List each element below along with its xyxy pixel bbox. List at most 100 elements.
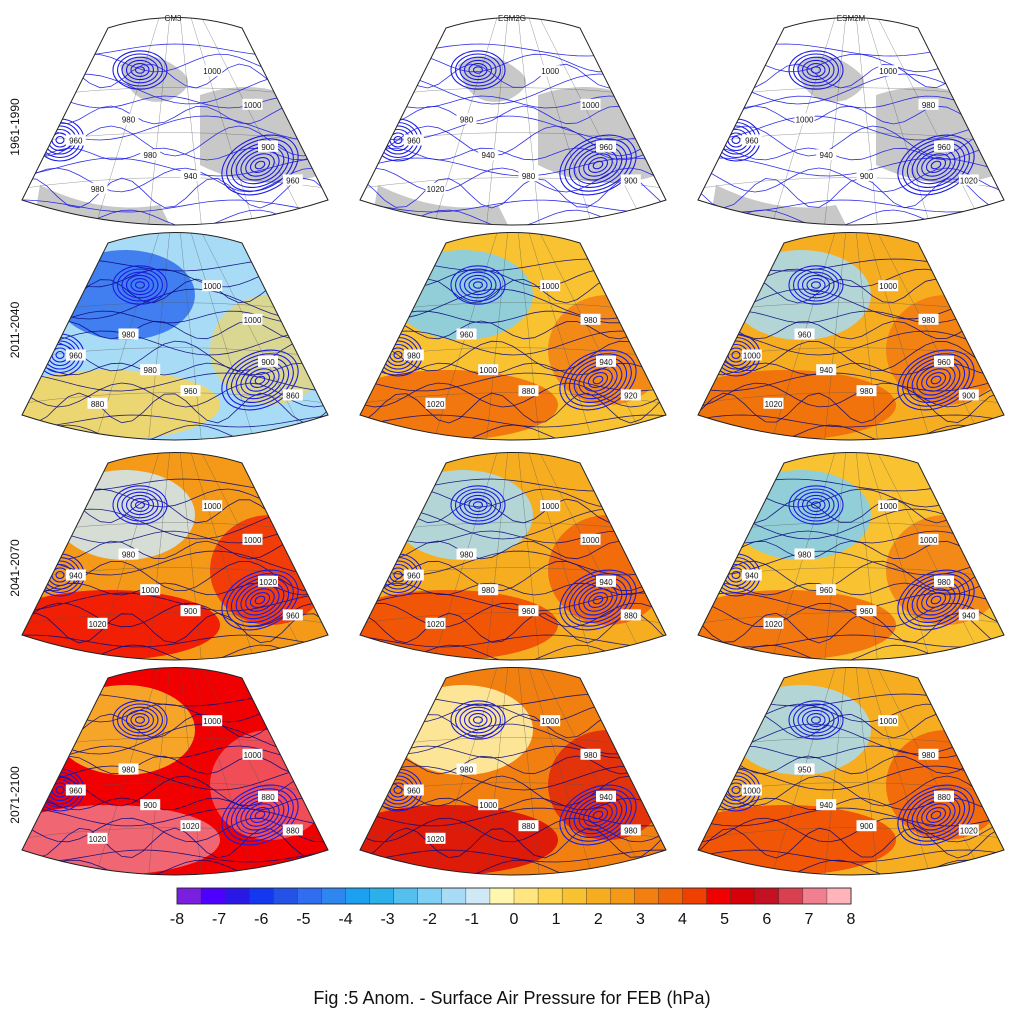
contour-label: 960	[937, 143, 951, 152]
colorbar-swatch	[537, 887, 563, 905]
contour-label: 980	[922, 316, 936, 325]
contour-label: 900	[860, 172, 874, 181]
colorbar-swatch	[465, 887, 491, 905]
contour-label: 980	[122, 116, 136, 125]
colorbar-tick-label: 2	[594, 911, 603, 928]
map-panel-2-0: 1000 1000 980 940 1000 1020 900 960 1020	[21, 452, 329, 661]
colorbar-swatch	[682, 887, 708, 905]
colorbar-swatch	[730, 887, 756, 905]
contour-label: 1000	[743, 787, 761, 796]
contour-label: 980	[460, 766, 474, 775]
contour-label: 980	[584, 751, 598, 760]
map-panel-2-1: 1000 1000 980 960 980 940 960 880 1020	[359, 452, 667, 661]
contour-label: 1000	[203, 282, 221, 291]
contour-label: 980	[122, 551, 136, 560]
contour-label: 880	[261, 793, 275, 802]
contour-label: 1000	[244, 536, 262, 545]
contour-label: 940	[599, 358, 613, 367]
contour-label: 980	[522, 172, 536, 181]
contour-label: 960	[69, 787, 83, 796]
contour-label: 960	[460, 331, 474, 340]
contour-label: 1000	[141, 586, 159, 595]
contour-label: 1020	[765, 620, 783, 629]
contour-label: 920	[624, 391, 638, 400]
contour-label: 1020	[427, 185, 445, 194]
contour-label: 1000	[879, 282, 897, 291]
contour-label: 960	[745, 137, 759, 146]
colorbar-swatch	[417, 887, 443, 905]
colorbar-swatch	[441, 887, 467, 905]
contour-label: 940	[482, 151, 496, 160]
colorbar-swatch	[489, 887, 515, 905]
contour-label: 1020	[427, 620, 445, 629]
contour-label: 980	[122, 766, 136, 775]
colorbar-swatch	[249, 887, 274, 905]
column-title-esm2g: ESM2G	[497, 14, 526, 23]
contour-label: 1000	[541, 67, 559, 76]
contour-label: 980	[922, 101, 936, 110]
colorbar-tick-label: -2	[423, 911, 437, 928]
contour-label: 980	[482, 586, 496, 595]
contour-label: 1000	[244, 101, 262, 110]
contour-label: 940	[69, 572, 83, 581]
colorbar-swatch	[634, 887, 659, 905]
contour-label: 1000	[203, 67, 221, 76]
contour-label: 900	[261, 358, 275, 367]
row-label-1961-1990: 1961-1990	[8, 98, 22, 156]
contour-label: 980	[860, 387, 874, 396]
contour-label: 1020	[89, 835, 107, 844]
colorbar-tick-label: 4	[678, 911, 687, 928]
contour-label: 1000	[203, 502, 221, 511]
contour-label: 980	[922, 751, 936, 760]
colorbar: -8 -7 -6 -5 -4 -3 -2 -1 0 1 2 3 4 5 6 7 8	[170, 887, 856, 928]
colorbar-swatch	[778, 887, 804, 905]
colorbar-swatch	[610, 887, 635, 905]
contour-label: 960	[286, 176, 300, 185]
contour-label: 1020	[960, 176, 978, 185]
contour-label: 980	[144, 366, 158, 375]
contour-label: 980	[144, 151, 158, 160]
contour-label: 1000	[541, 502, 559, 511]
colorbar-swatch	[561, 887, 587, 905]
contour-label: 880	[91, 400, 105, 409]
contour-label: 960	[407, 137, 421, 146]
colorbar-tick-label: -8	[170, 911, 184, 928]
contour-label: 960	[407, 787, 421, 796]
colorbar-swatch	[176, 887, 202, 905]
contour-label: 1000	[879, 67, 897, 76]
colorbar-swatch	[802, 887, 828, 905]
map-panel-0-0: 1000 1000 980 960 980 900 940 960 980	[21, 17, 329, 226]
map-panel-0-1: 1000 1000 980 960 940 960 980 900 1020	[359, 17, 667, 226]
colorbar-swatch	[754, 887, 780, 905]
contour-label: 1020	[427, 400, 445, 409]
colorbar-tick-label: 8	[847, 911, 856, 928]
contour-label: 1000	[879, 502, 897, 511]
contour-label: 940	[184, 172, 198, 181]
colorbar-swatch	[224, 887, 250, 905]
contour-label: 940	[820, 801, 834, 810]
colorbar-swatch	[658, 887, 683, 905]
contour-label: 940	[962, 611, 976, 620]
contour-label: 960	[69, 352, 83, 361]
contour-label: 940	[599, 793, 613, 802]
contour-label: 880	[937, 793, 951, 802]
contour-label: 1020	[89, 620, 107, 629]
contour-label: 980	[460, 116, 474, 125]
contour-label: 1020	[259, 578, 277, 587]
colorbar-swatch	[321, 887, 346, 905]
colorbar-swatch	[369, 887, 395, 905]
map-panel-2-2: 1000 1000 980 940 960 980 960 940 1020	[697, 452, 1005, 661]
contour-label: 1020	[427, 835, 445, 844]
contour-label: 960	[522, 607, 536, 616]
contour-label: 880	[624, 611, 638, 620]
contour-label: 1000	[743, 352, 761, 361]
contour-label: 960	[599, 143, 613, 152]
row-label-2041-2070: 2041-2070	[8, 539, 22, 597]
column-title-cm3: CM3	[164, 14, 182, 23]
contour-label: 960	[860, 607, 874, 616]
contour-label: 900	[962, 391, 976, 400]
colorbar-tick-label: -4	[338, 911, 352, 928]
contour-label: 880	[522, 387, 536, 396]
colorbar-swatch	[200, 887, 226, 905]
